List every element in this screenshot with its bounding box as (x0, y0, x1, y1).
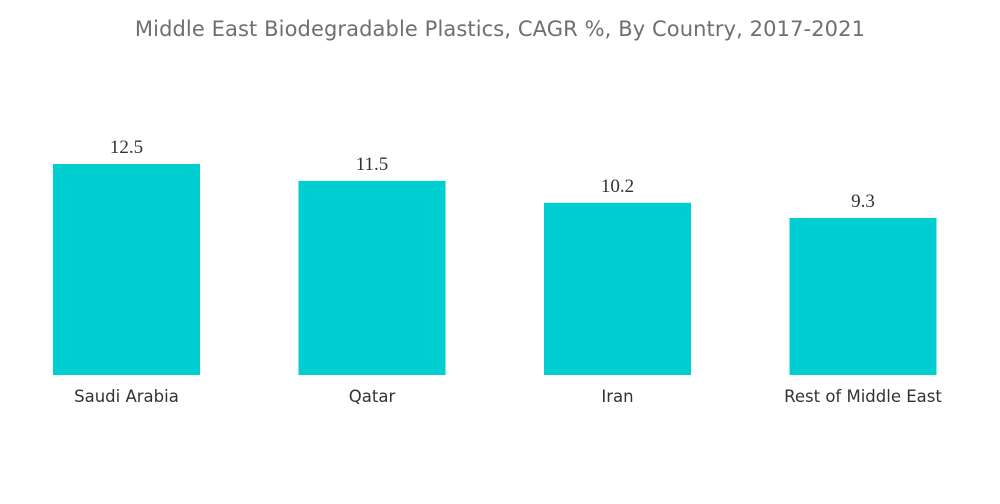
bar-qatar (298, 180, 446, 375)
category-labels-layer: Saudi Arabia Qatar Iran Rest of Middle East (74, 387, 942, 406)
value-label-qatar: 11.5 (356, 154, 389, 175)
value-labels-layer: 12.5 11.5 10.2 9.3 (110, 137, 875, 212)
category-label-qatar: Qatar (349, 387, 396, 406)
category-label-iran: Iran (601, 387, 633, 406)
chart-title: Middle East Biodegradable Plastics, CAGR… (134, 17, 866, 41)
value-label-iran: 10.2 (601, 176, 634, 197)
bars-layer (53, 164, 937, 375)
bar-saudi-arabia (53, 164, 200, 375)
category-label-saudi-arabia: Saudi Arabia (74, 387, 179, 406)
value-label-rest-of-middle-east: 9.3 (851, 191, 875, 212)
category-label-rest-of-middle-east: Rest of Middle East (784, 387, 942, 406)
bar-rest-of-middle-east (789, 218, 937, 375)
value-label-saudi-arabia: 12.5 (110, 137, 143, 158)
bar-iran (544, 202, 691, 375)
